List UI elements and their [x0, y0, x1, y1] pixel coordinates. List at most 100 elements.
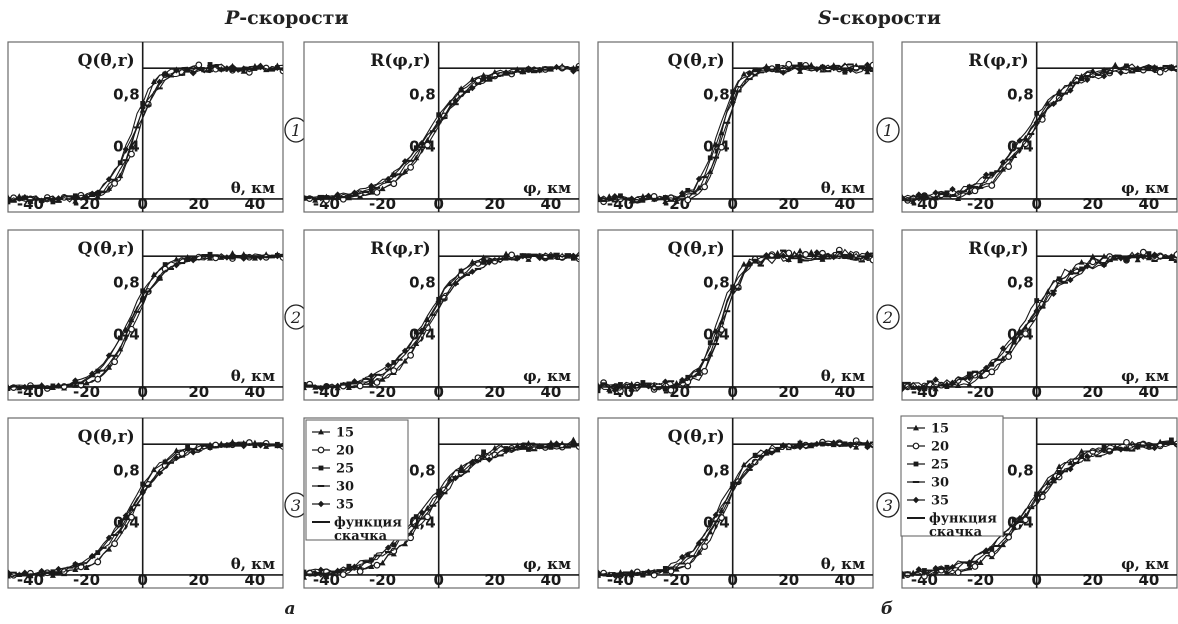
x-tick-label: 40	[835, 571, 856, 589]
legend-entry: скачка	[334, 529, 388, 544]
y-tick-label: 0,8	[1007, 85, 1034, 103]
svg-text:1: 1	[291, 121, 301, 140]
legend-entry: 35	[931, 494, 949, 509]
svg-text:3: 3	[291, 496, 301, 515]
series-line	[902, 254, 1177, 390]
row-marker-3-s: 3	[876, 492, 900, 518]
header-p-word: -скорости	[239, 7, 348, 29]
y-tick-label: 0,8	[703, 461, 730, 479]
series-group	[598, 60, 873, 206]
x-tick-label: 0	[727, 571, 737, 589]
series-line	[598, 63, 873, 203]
legend-entry: скачка	[929, 525, 983, 540]
x-tick-label: 20	[1082, 571, 1103, 589]
series-line	[8, 443, 283, 576]
panel-p-1-1: -40 -20 0 20 400,40,8Q(θ,r)θ, км	[7, 41, 284, 213]
x-tick-label: -20	[967, 383, 994, 401]
y-tick-label: 0,8	[113, 273, 140, 291]
x-axis-label: φ, км	[1121, 367, 1169, 385]
x-tick-label: -20	[967, 195, 994, 213]
series-group	[8, 61, 283, 205]
series-line	[8, 64, 283, 203]
legend-entry: 20	[336, 444, 354, 459]
svg-text:2: 2	[882, 308, 893, 327]
series-group	[902, 437, 1177, 580]
panel-function-label: R(φ,r)	[968, 239, 1028, 259]
legend-entry: 15	[931, 422, 949, 437]
row-marker-2-s: 2	[876, 304, 900, 330]
x-tick-label: 0	[137, 195, 147, 213]
x-tick-label: 20	[484, 383, 505, 401]
x-axis-label: φ, км	[523, 367, 571, 385]
y-tick-label: 0,8	[1007, 461, 1034, 479]
panel-p-3-1: -40 -20 0 20 400,40,8Q(θ,r)θ, км	[7, 417, 284, 589]
legend-entry: 30	[931, 476, 949, 491]
x-tick-label: 0	[137, 571, 147, 589]
series-group	[304, 250, 579, 392]
legend-entry: 25	[931, 458, 949, 473]
row-marker-1-s: 1	[876, 117, 900, 143]
header-s-letter: S	[818, 7, 832, 29]
svg-text:2: 2	[290, 308, 301, 327]
y-tick-label: 0,4	[113, 138, 140, 156]
x-tick-label: 40	[541, 383, 562, 401]
y-tick-label: 0,8	[113, 461, 140, 479]
panel-function-label: Q(θ,r)	[668, 239, 725, 259]
legend-entry: 15	[336, 426, 354, 441]
series-group	[304, 436, 579, 580]
x-tick-label: 20	[484, 571, 505, 589]
x-axis-label: φ, км	[1121, 555, 1169, 573]
series-line	[8, 255, 283, 389]
plot-frame	[7, 229, 284, 401]
x-tick-label: 40	[835, 195, 856, 213]
x-tick-label: 40	[245, 383, 266, 401]
x-tick-label: 40	[245, 571, 266, 589]
x-tick-label: 0	[727, 383, 737, 401]
series-line	[902, 64, 1177, 199]
x-tick-label: 40	[835, 383, 856, 401]
x-tick-label: 20	[188, 383, 209, 401]
series-line	[304, 443, 579, 578]
panel-function-label: Q(θ,r)	[668, 51, 725, 71]
x-tick-label: 40	[1139, 571, 1160, 589]
x-tick-label: 0	[1031, 383, 1041, 401]
x-axis-label: θ, км	[231, 555, 275, 573]
x-tick-label: 40	[541, 195, 562, 213]
legends: 1520253035функцияскачка1520253035функция…	[305, 415, 1004, 544]
x-tick-label: 0	[1031, 571, 1041, 589]
x-tick-label: 0	[1031, 195, 1041, 213]
subfig-label-b: б	[881, 599, 893, 619]
x-tick-label: 0	[727, 195, 737, 213]
svg-text:1: 1	[883, 121, 893, 140]
panel-function-label: R(φ,r)	[370, 239, 430, 259]
series-line	[598, 248, 873, 392]
x-tick-label: 20	[188, 571, 209, 589]
series-line	[304, 66, 579, 200]
series-line	[304, 441, 579, 575]
y-tick-label: 0,8	[409, 273, 436, 291]
x-tick-label: 40	[1139, 195, 1160, 213]
x-tick-label: 0	[433, 195, 443, 213]
x-axis-label: θ, км	[821, 179, 865, 197]
x-axis-label: θ, км	[231, 179, 275, 197]
y-tick-label: 0,8	[703, 273, 730, 291]
x-tick-label: -20	[73, 571, 100, 589]
y-tick-label: 0,8	[703, 85, 730, 103]
panel-function-label: Q(θ,r)	[78, 427, 135, 447]
header-s-word: -скорости	[832, 7, 941, 29]
x-tick-label: 20	[778, 383, 799, 401]
series-group	[902, 248, 1177, 393]
x-tick-label: 20	[778, 571, 799, 589]
y-tick-label: 0,8	[113, 85, 140, 103]
series-group	[304, 62, 579, 204]
x-tick-label: 20	[778, 195, 799, 213]
series-group	[598, 246, 873, 395]
plot-frame	[597, 417, 874, 589]
x-tick-label: 40	[541, 571, 562, 589]
